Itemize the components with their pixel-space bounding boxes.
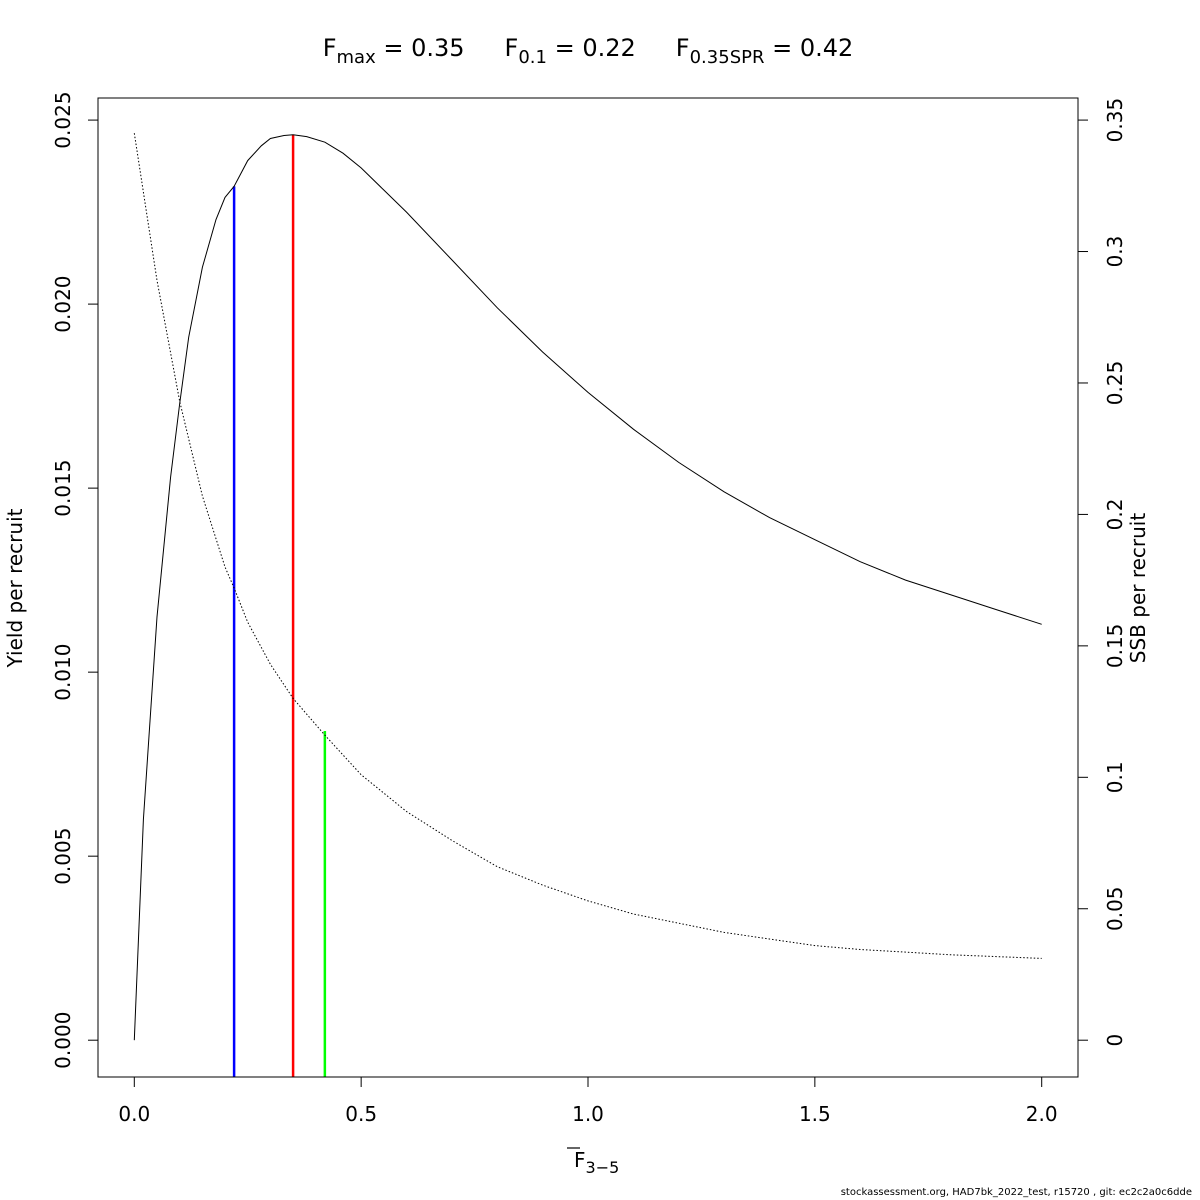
y-axis-left-label: Yield per recruit: [3, 508, 27, 668]
y-axis-right: 0 0.05 0.1 0.15 0.2 0.25 0.3 0.35: [1077, 98, 1127, 1047]
y-left-tick-label-5: 0.025: [51, 91, 75, 148]
y-right-tick-label-0: 0: [1103, 1034, 1127, 1047]
y-right-tick-label-7: 0.35: [1103, 98, 1127, 143]
y-right-tick-label-3: 0.15: [1103, 624, 1127, 669]
x-tick-label-0: 0.0: [118, 1102, 150, 1126]
title-part-1-sub: 0.1: [518, 47, 547, 68]
title-part-0-main: F: [323, 34, 337, 62]
title-part-1-value: = 0.22: [547, 34, 636, 62]
reference-lines: [232, 134, 327, 1077]
x-axis: 0.0 0.5 1.0 1.5 2.0: [118, 1076, 1058, 1126]
y-axis-right-label: SSB per recruit: [1126, 513, 1150, 664]
title-part-2-main: F: [676, 34, 690, 62]
x-axis-label-main: F: [574, 1148, 586, 1172]
y-left-tick-label-4: 0.020: [51, 275, 75, 332]
title-part-1-main: F: [505, 34, 519, 62]
y-axis-left: 0.000 0.005 0.010 0.015 0.020 0.025: [51, 91, 99, 1069]
title-part-0-sub: max: [337, 47, 377, 68]
y-right-tick-label-1: 0.05: [1103, 886, 1127, 931]
x-axis-label-sub: 3−5: [586, 1158, 620, 1177]
footer-credit: stockassessment.org, HAD7bk_2022_test, r…: [840, 1187, 1192, 1198]
y-right-tick-label-4: 0.2: [1103, 499, 1127, 531]
y-left-tick-label-1: 0.005: [51, 828, 75, 885]
title-part-2-value: = 0.42: [764, 34, 853, 62]
x-tick-label-2: 1.0: [572, 1102, 604, 1126]
x-tick-label-3: 1.5: [799, 1102, 831, 1126]
title-text: Fmax = 0.35 F0.1 = 0.22 F0.35SPR = 0.42: [323, 34, 854, 68]
series-lines: [133, 133, 1042, 1041]
series-yield-line: [133, 134, 1042, 1041]
y-left-tick-label-0: 0.000: [51, 1012, 75, 1069]
x-tick-label-4: 2.0: [1026, 1102, 1058, 1126]
x-tick-label-1: 0.5: [345, 1102, 377, 1126]
title-part-2-sub: 0.35SPR: [690, 47, 765, 68]
chart-title: Fmax = 0.35 F0.1 = 0.22 F0.35SPR = 0.42: [323, 34, 854, 68]
y-right-tick-label-6: 0.3: [1103, 236, 1127, 268]
y-left-tick-label-2: 0.010: [51, 644, 75, 701]
series-ssb-line: [133, 133, 1042, 959]
y-right-tick-label-2: 0.1: [1103, 761, 1127, 793]
y-right-tick-label-5: 0.25: [1103, 361, 1127, 406]
title-part-0-value: = 0.35: [376, 34, 465, 62]
plot-frame: [97, 97, 1079, 1078]
x-axis-label: F3−5: [567, 1147, 619, 1177]
x-axis-label-text: F3−5: [574, 1148, 619, 1177]
y-left-tick-label-3: 0.015: [51, 459, 75, 516]
